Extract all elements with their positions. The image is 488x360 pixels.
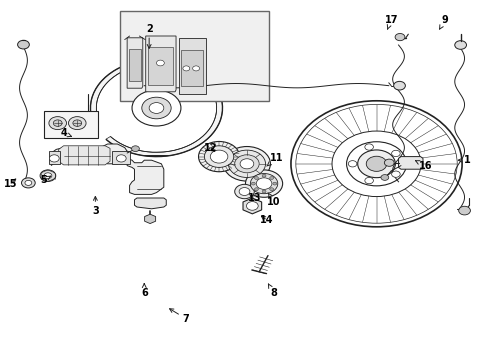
Polygon shape xyxy=(129,49,141,81)
Text: 3: 3 xyxy=(92,197,99,216)
Circle shape xyxy=(142,97,171,119)
Polygon shape xyxy=(112,151,129,164)
Polygon shape xyxy=(127,38,142,88)
Text: 15: 15 xyxy=(4,179,18,189)
Circle shape xyxy=(458,206,469,215)
Circle shape xyxy=(364,177,373,184)
Circle shape xyxy=(364,144,373,150)
Text: 10: 10 xyxy=(266,193,280,207)
Polygon shape xyxy=(59,146,110,165)
Polygon shape xyxy=(148,47,172,85)
Circle shape xyxy=(384,159,393,166)
Circle shape xyxy=(228,150,265,177)
Text: 1: 1 xyxy=(457,155,469,165)
Circle shape xyxy=(262,190,265,193)
Polygon shape xyxy=(398,157,422,169)
Text: 13: 13 xyxy=(247,193,261,203)
Circle shape xyxy=(192,66,199,71)
Text: 4: 4 xyxy=(60,128,71,138)
Circle shape xyxy=(131,146,139,152)
Circle shape xyxy=(240,159,253,169)
Circle shape xyxy=(132,90,181,126)
Circle shape xyxy=(256,178,271,189)
Text: 12: 12 xyxy=(203,143,217,153)
Circle shape xyxy=(246,202,258,210)
Polygon shape xyxy=(90,59,222,157)
Circle shape xyxy=(391,150,399,157)
Text: 11: 11 xyxy=(266,153,283,166)
Text: 2: 2 xyxy=(145,24,152,48)
Text: 16: 16 xyxy=(415,161,431,171)
Text: 7: 7 xyxy=(169,309,189,324)
Circle shape xyxy=(223,147,270,181)
Circle shape xyxy=(357,150,394,177)
Circle shape xyxy=(49,155,59,162)
Circle shape xyxy=(262,174,265,177)
Polygon shape xyxy=(51,144,127,166)
Circle shape xyxy=(269,176,273,179)
Circle shape xyxy=(245,170,282,197)
Polygon shape xyxy=(127,158,163,194)
Polygon shape xyxy=(243,198,261,214)
Circle shape xyxy=(394,33,404,41)
Circle shape xyxy=(254,188,258,191)
Circle shape xyxy=(149,103,163,113)
Circle shape xyxy=(156,60,164,66)
Text: 5: 5 xyxy=(41,175,50,185)
Circle shape xyxy=(40,170,56,181)
Circle shape xyxy=(239,188,249,195)
Circle shape xyxy=(21,178,35,188)
Circle shape xyxy=(269,188,273,191)
Circle shape xyxy=(393,81,405,90)
Polygon shape xyxy=(145,36,176,92)
Circle shape xyxy=(183,66,189,71)
Circle shape xyxy=(116,155,126,162)
Bar xyxy=(120,11,268,101)
Circle shape xyxy=(198,141,239,172)
Circle shape xyxy=(347,161,356,167)
Circle shape xyxy=(204,146,233,167)
Circle shape xyxy=(272,182,276,185)
Circle shape xyxy=(290,101,461,227)
Circle shape xyxy=(49,117,66,130)
Circle shape xyxy=(250,174,277,194)
Circle shape xyxy=(251,182,255,185)
Circle shape xyxy=(366,156,386,171)
Circle shape xyxy=(25,180,32,185)
Circle shape xyxy=(454,41,466,49)
Circle shape xyxy=(18,40,29,49)
Polygon shape xyxy=(179,38,205,94)
Polygon shape xyxy=(134,198,166,209)
Circle shape xyxy=(380,175,388,180)
Circle shape xyxy=(53,120,62,126)
Circle shape xyxy=(73,120,81,126)
Polygon shape xyxy=(181,50,203,86)
Polygon shape xyxy=(49,151,60,164)
Circle shape xyxy=(44,173,52,179)
Text: 14: 14 xyxy=(259,215,273,225)
Circle shape xyxy=(234,155,259,173)
Polygon shape xyxy=(144,214,155,224)
Text: 8: 8 xyxy=(268,284,277,298)
Circle shape xyxy=(210,150,227,163)
Circle shape xyxy=(68,117,86,130)
Text: 6: 6 xyxy=(141,284,147,298)
Circle shape xyxy=(234,184,254,199)
Text: 9: 9 xyxy=(439,15,447,29)
Circle shape xyxy=(254,176,258,179)
Circle shape xyxy=(391,171,399,177)
Bar xyxy=(44,111,98,138)
Text: 17: 17 xyxy=(384,15,397,29)
